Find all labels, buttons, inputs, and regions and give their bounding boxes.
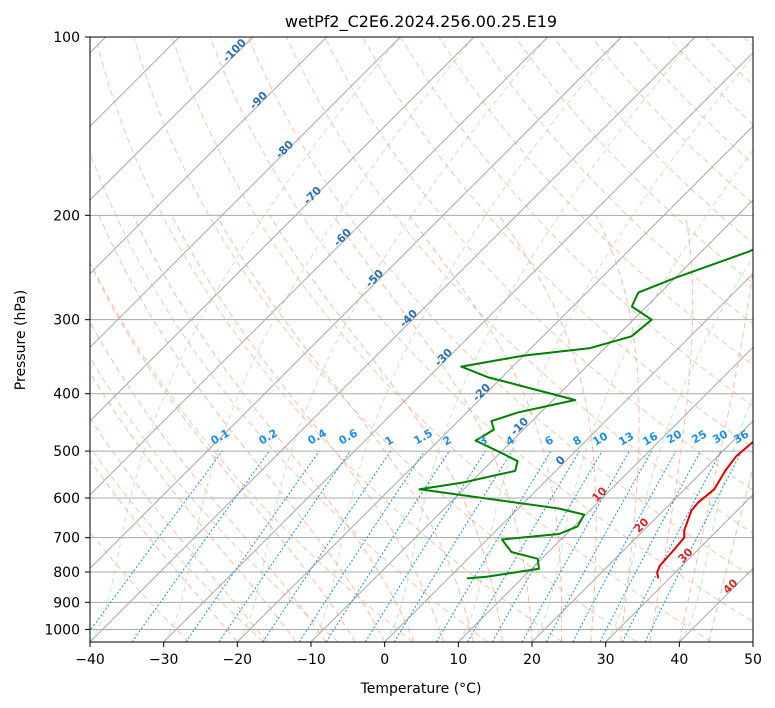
dry-adiabat-line (90, 445, 264, 642)
isotherm-line (90, 37, 696, 642)
moist-adiabat-line (171, 215, 445, 642)
isotherm-line (90, 37, 475, 422)
background-isoline (163, 37, 475, 642)
background-isoline (236, 37, 549, 642)
x-tick-label: −10 (296, 652, 326, 668)
mixing-ratio-line (185, 450, 320, 642)
moist-adiabat-line (90, 320, 327, 642)
y-axis-label: Pressure (hPa) (13, 290, 29, 390)
series-group (418, 248, 753, 580)
y-tick-label: 700 (53, 531, 80, 547)
isotherm-line (163, 51, 753, 642)
mixing-ratio-line (621, 450, 722, 642)
background-isoline (605, 256, 753, 642)
background-lines (90, 37, 753, 642)
background-isoline (384, 37, 696, 642)
background-isoline (90, 37, 401, 642)
background-isoline (531, 149, 753, 642)
isotherm-line (90, 37, 328, 275)
isotherm-line (605, 493, 753, 642)
series-line (656, 440, 753, 579)
plot-frame (89, 36, 754, 643)
mixing-ratio-line (90, 450, 223, 632)
isotherm-line (90, 37, 401, 349)
dry-adiabat-line (171, 37, 712, 642)
isotherm-line (236, 125, 753, 642)
moist-adiabat-line (90, 262, 356, 642)
moist-adiabat-line (90, 417, 268, 642)
x-tick-label: −20 (223, 652, 253, 668)
isotherm-line (531, 420, 753, 642)
mixing-ratio-line (644, 450, 743, 642)
moist-adiabat-line (90, 459, 238, 642)
mixing-ratio-line (131, 450, 270, 642)
x-tick-label: −40 (75, 652, 105, 668)
x-tick-label: 40 (670, 652, 688, 668)
dry-adiabat-line (285, 37, 753, 534)
dry-adiabat-line (95, 37, 563, 642)
y-tick-label: 1000 (44, 622, 80, 638)
moist-adiabat-line (98, 215, 386, 642)
dry-adiabat-line (90, 356, 339, 642)
x-tick-label: 30 (597, 652, 615, 668)
mixing-ratio-line (325, 450, 450, 642)
isotherm-line (384, 272, 753, 642)
isotherm-line (90, 37, 622, 570)
dry-adiabat-line (209, 37, 753, 623)
y-tick-label: 800 (53, 565, 80, 581)
x-tick-label: −30 (149, 652, 179, 668)
moist-adiabat-line (332, 215, 533, 642)
y-tick-label: 600 (53, 491, 80, 507)
y-tick-label: 300 (53, 313, 80, 329)
y-tick-label: 400 (53, 387, 80, 403)
isotherm-line (457, 346, 753, 642)
dry-adiabat-line (514, 37, 753, 285)
mixing-ratio-line (572, 450, 677, 642)
dry-adiabat-line (476, 37, 753, 325)
mixing-ratio-line (393, 450, 513, 642)
chart-title: wetPf2_C2E6.2024.256.00.25.E19 (285, 12, 557, 32)
y-tick-label: 100 (53, 30, 80, 46)
background-isoline (678, 395, 753, 642)
moist-adiabat-line (595, 215, 640, 642)
mixing-ratio-line (298, 450, 425, 642)
x-tick-label: 20 (523, 652, 541, 668)
x-axis-label: Temperature (°C) (360, 681, 482, 697)
isotherm-line (90, 37, 254, 201)
x-tick-label: 0 (380, 652, 389, 668)
mixing-ratio-line (218, 450, 351, 642)
dry-adiabat-line (247, 37, 753, 578)
moist-adiabat-line (678, 265, 753, 642)
y-tick-label: 200 (53, 208, 80, 224)
x-axis: −40 −30 −20 −10 0 10 20 30 40 50 (75, 642, 762, 668)
y-tick-label: 500 (53, 444, 80, 460)
y-tick-label: 900 (53, 595, 80, 611)
mixing-ratio-line (262, 450, 392, 642)
background-isoline (457, 55, 753, 642)
mixing-ratio-line (521, 450, 630, 642)
moist-adiabat-line (90, 371, 297, 642)
moist-adiabat-line (132, 215, 415, 642)
dry-adiabat-line (90, 260, 414, 642)
y-axis: 100 200 300 400 500 600 700 800 900 1000 (44, 30, 90, 638)
mixing-ratio-line (491, 450, 603, 642)
mixing-ratio-line (545, 450, 653, 642)
dry-adiabat-line (324, 37, 753, 491)
background-isoline (310, 37, 622, 642)
isotherm-line (90, 37, 549, 496)
moist-adiabat-line (269, 215, 503, 642)
x-tick-label: 50 (744, 652, 762, 668)
moist-adiabat-line (649, 215, 694, 642)
x-tick-label: 10 (449, 652, 467, 668)
series-line (418, 248, 753, 580)
